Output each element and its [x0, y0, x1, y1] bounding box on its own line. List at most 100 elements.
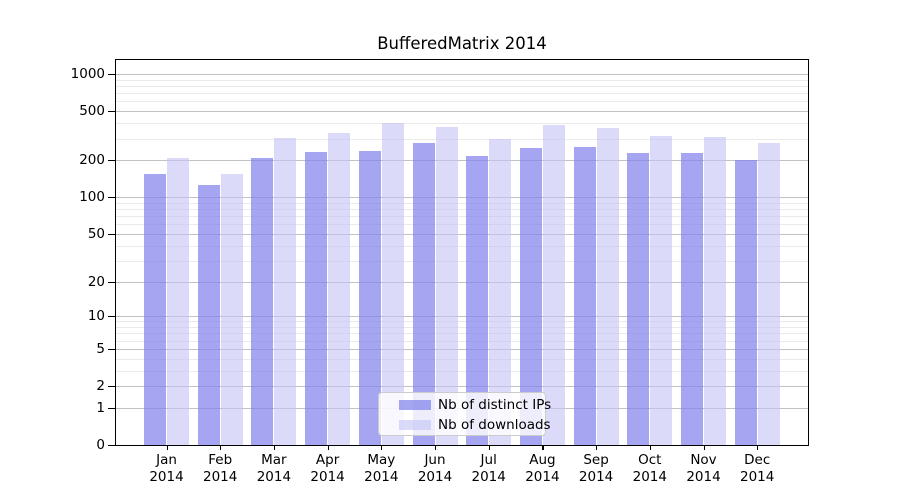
gridline-minor	[116, 209, 808, 210]
bar-nb-of-downloads-mar	[274, 138, 297, 445]
y-tick-label: 1	[96, 399, 105, 416]
bar-nb-of-distinct-ips-jan	[144, 173, 166, 445]
x-tick-label-jan: Jan 2014	[149, 452, 184, 485]
gridline-minor	[116, 340, 808, 342]
y-tick-label: 50	[87, 225, 105, 242]
x-tick-label-sep: Sep 2014	[578, 452, 614, 485]
x-tick-mark	[596, 445, 598, 450]
gridline-minor	[116, 327, 808, 328]
gridline-major	[116, 233, 808, 235]
y-tick-label: 100	[79, 189, 105, 206]
y-tick-mark	[108, 386, 115, 388]
x-tick-mark	[381, 445, 383, 450]
legend-swatch-downloads	[399, 420, 431, 430]
bar-nb-of-distinct-ips-jul	[466, 155, 489, 445]
legend-row-distinct-ips: Nb of distinct IPs	[379, 395, 551, 415]
bar-nb-of-downloads-jan	[167, 157, 189, 445]
legend-swatch-distinct-ips	[399, 400, 431, 410]
gridline-minor	[116, 260, 808, 262]
x-tick-label-oct: Oct 2014	[632, 452, 667, 485]
x-tick-label-dec: Dec 2014	[740, 452, 775, 485]
bar-nb-of-distinct-ips-nov	[681, 152, 703, 445]
gridline-minor	[116, 93, 808, 95]
bar-nb-of-distinct-ips-mar	[251, 158, 274, 445]
x-tick-mark	[649, 445, 651, 450]
gridline-major	[116, 281, 808, 283]
x-tick-label-mar: Mar 2014	[256, 452, 292, 485]
y-tick-label: 5	[96, 340, 105, 357]
x-tick-mark	[273, 445, 276, 450]
x-tick-mark	[435, 445, 437, 450]
bar-nb-of-downloads-nov	[704, 136, 726, 445]
y-tick-label: 500	[79, 103, 105, 120]
bar-nb-of-downloads-apr	[328, 132, 351, 445]
x-tick-mark	[703, 445, 705, 450]
bar-nb-of-downloads-may	[381, 123, 404, 445]
x-tick-mark	[220, 445, 222, 450]
y-tick-mark	[108, 74, 115, 76]
bar-nb-of-distinct-ips-jun	[412, 143, 435, 445]
bar-nb-of-downloads-feb	[220, 173, 243, 445]
x-tick-mark	[166, 445, 168, 450]
y-tick-mark	[108, 348, 115, 350]
y-tick-mark	[108, 316, 115, 318]
x-tick-label-aug: Aug 2014	[525, 452, 560, 485]
y-tick-mark	[108, 160, 115, 162]
gridline-major	[116, 74, 808, 75]
gridline-minor	[116, 202, 808, 204]
y-tick-mark	[108, 233, 115, 236]
gridline-minor	[116, 86, 808, 87]
legend-row-downloads: Nb of downloads	[379, 415, 551, 435]
x-tick-mark	[327, 445, 329, 450]
gridline-minor	[116, 123, 808, 125]
gridline-minor	[116, 358, 808, 360]
bar-nb-of-distinct-ips-aug	[519, 148, 542, 445]
bar-nb-of-downloads-jun	[435, 127, 458, 445]
gridline-major	[116, 316, 808, 318]
legend-label-downloads: Nb of downloads	[438, 417, 551, 433]
y-tick-label: 200	[79, 152, 105, 169]
x-tick-label-nov: Nov 2014	[686, 452, 721, 485]
gridline-minor	[116, 224, 808, 226]
bar-nb-of-distinct-ips-oct	[627, 153, 650, 445]
bar-nb-of-distinct-ips-sep	[573, 147, 596, 445]
bar-nb-of-distinct-ips-may	[358, 150, 381, 445]
x-tick-mark	[757, 445, 759, 450]
y-tick-label: 20	[87, 273, 105, 290]
gridline-minor	[116, 321, 808, 323]
y-tick-mark	[108, 197, 115, 199]
gridline-minor	[116, 79, 808, 81]
gridline-minor	[116, 101, 808, 103]
y-tick-label: 10	[87, 308, 105, 325]
x-tick-label-apr: Apr 2014	[310, 452, 345, 485]
bar-nb-of-downloads-aug	[542, 124, 565, 445]
y-tick-label: 2	[96, 378, 105, 394]
y-tick-mark	[108, 407, 115, 409]
x-tick-label-jul: Jul 2014	[471, 452, 506, 485]
y-tick-mark	[108, 281, 115, 283]
y-tick-mark	[108, 111, 115, 113]
gridline-minor	[116, 333, 808, 335]
gridline-minor	[116, 370, 808, 372]
gridline-minor	[116, 216, 808, 218]
legend: Nb of distinct IPs Nb of downloads	[378, 392, 551, 436]
gridline-major	[116, 197, 808, 199]
gridline-minor	[116, 245, 808, 247]
y-tick-label: 1000	[70, 66, 105, 82]
x-tick-label-feb: Feb 2014	[203, 452, 238, 485]
gridline-major	[116, 160, 808, 162]
bar-nb-of-distinct-ips-apr	[305, 152, 328, 445]
plot-area	[116, 60, 808, 445]
x-tick-label-may: May 2014	[364, 452, 399, 485]
y-tick-label: 0	[96, 437, 105, 453]
bar-nb-of-downloads-sep	[596, 128, 619, 445]
bar-nb-of-downloads-jul	[489, 139, 512, 445]
bar-nb-of-downloads-dec	[757, 143, 780, 445]
bar-nb-of-distinct-ips-dec	[734, 159, 757, 445]
x-tick-label-jun: Jun 2014	[417, 452, 453, 485]
gridline-major	[116, 111, 808, 113]
x-tick-mark	[542, 445, 544, 450]
chart-title: BufferedMatrix 2014	[377, 34, 547, 53]
y-tick-mark	[108, 445, 115, 447]
